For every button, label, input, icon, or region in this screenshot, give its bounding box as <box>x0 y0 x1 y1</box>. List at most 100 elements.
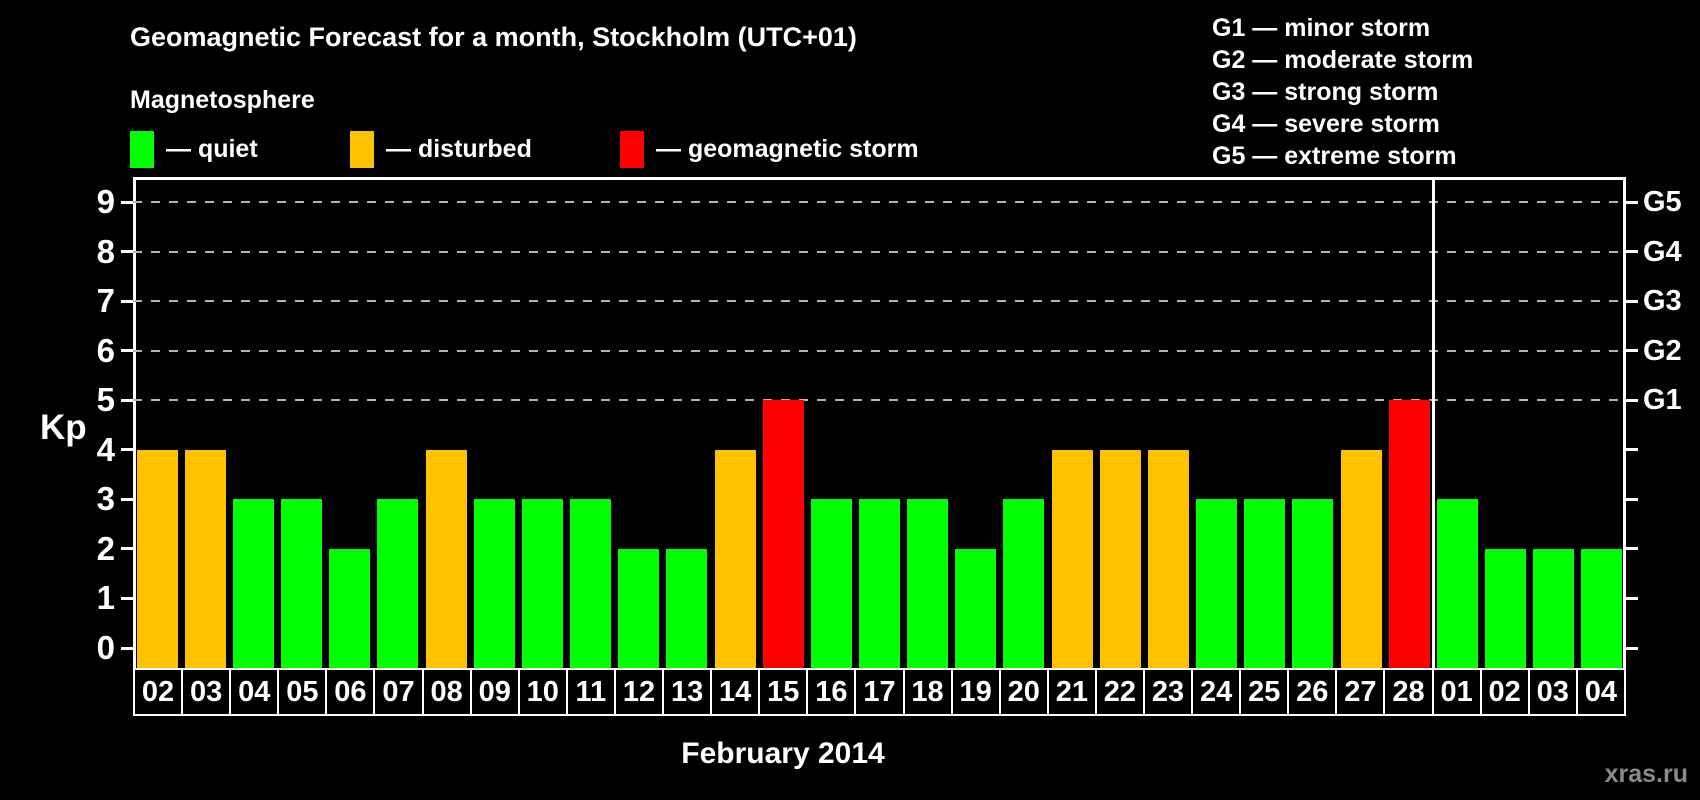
y-tick-right-3 <box>1626 497 1638 501</box>
gridline-kp8 <box>133 250 1626 253</box>
y-tick-right-8 <box>1626 250 1638 254</box>
plot-frame-right <box>1623 177 1626 668</box>
day-cell-18: 18 <box>902 668 953 716</box>
kp-bar-day-13 <box>666 548 708 668</box>
day-cell-13: 13 <box>662 668 713 716</box>
kp-bar-day-15 <box>762 400 804 668</box>
y-tick-right-4 <box>1626 448 1638 452</box>
kp-bar-day-28 <box>1388 400 1430 668</box>
watermark: xras.ru <box>1604 760 1688 788</box>
kp-bar-day-24 <box>1196 499 1238 668</box>
day-cell-10: 10 <box>517 668 568 716</box>
g-scale-label-G5: G5 <box>1643 186 1682 219</box>
gridline-kp5 <box>133 399 1626 402</box>
day-cell-20: 20 <box>998 668 1049 716</box>
storm-scale-line-1: G1 — minor storm <box>1212 14 1431 42</box>
kp-bar-day-18 <box>907 499 949 668</box>
day-cell-01: 01 <box>1431 668 1482 716</box>
storm-scale-line-5: G5 — extreme storm <box>1212 142 1457 170</box>
legend-label-storm: — geomagnetic storm <box>656 135 919 163</box>
day-cell-22: 22 <box>1094 668 1145 716</box>
kp-bar-day-03 <box>1533 548 1575 668</box>
g-scale-label-G4: G4 <box>1643 235 1682 268</box>
y-tick-right-7 <box>1626 299 1638 303</box>
month-boundary-line <box>1431 177 1435 668</box>
legend-item-disturbed: — disturbed <box>350 131 532 168</box>
y-tick-label-3: 3 <box>96 480 115 518</box>
disturbed-color-swatch <box>350 131 374 168</box>
day-cell-12: 12 <box>613 668 665 716</box>
y-tick-label-2: 2 <box>96 529 115 567</box>
kp-bar-day-08 <box>425 449 467 668</box>
kp-bar-day-20 <box>1003 499 1045 668</box>
day-cell-11: 11 <box>565 668 616 716</box>
day-cell-04: 04 <box>229 668 280 716</box>
y-axis-label: Kp <box>40 408 87 447</box>
y-tick-left-7 <box>121 299 133 303</box>
page-title: Geomagnetic Forecast for a month, Stockh… <box>130 22 857 52</box>
storm-scale-legend: G1 — minor storm G2 — moderate storm G3 — … <box>1212 12 1473 172</box>
y-tick-left-8 <box>121 250 133 254</box>
y-tick-label-9: 9 <box>96 183 115 221</box>
y-tick-left-3 <box>121 497 133 501</box>
kp-bar-day-11 <box>570 499 612 668</box>
day-cell-02: 02 <box>133 668 184 716</box>
kp-bar-day-14 <box>714 449 756 668</box>
kp-bar-day-01 <box>1436 499 1478 668</box>
y-tick-left-1 <box>121 596 133 600</box>
y-tick-right-5 <box>1626 398 1638 402</box>
y-tick-label-0: 0 <box>96 629 115 666</box>
y-tick-left-0 <box>121 646 133 650</box>
day-cell-23: 23 <box>1142 668 1194 716</box>
g-scale-label-G3: G3 <box>1643 285 1682 318</box>
y-tick-label-7: 7 <box>96 282 115 320</box>
kp-bar-day-21 <box>1051 449 1093 668</box>
y-tick-right-0 <box>1626 646 1638 650</box>
y-tick-label-1: 1 <box>96 579 115 617</box>
kp-bar-day-17 <box>859 499 900 668</box>
gridline-kp9 <box>133 201 1626 204</box>
day-cell-09: 09 <box>469 668 520 716</box>
day-cell-25: 25 <box>1239 668 1290 716</box>
day-cell-26: 26 <box>1287 668 1338 716</box>
kp-bar-day-16 <box>810 499 852 668</box>
day-cell-16: 16 <box>806 668 857 716</box>
storm-scale-line-2: G2 — moderate storm <box>1212 46 1474 74</box>
x-axis-day-labels: 02 03 04 05 06 07 08 09 10 11 12 13 14 15 16 17 18 19 20 21… <box>133 668 1626 716</box>
day-cell-17: 17 <box>854 668 905 716</box>
plot-frame-left <box>133 177 136 668</box>
day-cell-04: 04 <box>1575 668 1626 716</box>
y-tick-left-6 <box>121 349 133 353</box>
storm-color-swatch <box>620 131 644 168</box>
y-tick-right-9 <box>1626 200 1638 204</box>
day-cell-28: 28 <box>1383 668 1434 716</box>
x-axis-label: February 2014 <box>681 737 885 770</box>
kp-bar-day-22 <box>1099 449 1141 668</box>
magnetosphere-label: Magnetosphere <box>130 86 315 114</box>
day-cell-27: 27 <box>1335 668 1386 716</box>
kp-bar-day-05 <box>281 499 323 668</box>
kp-bar-day-04 <box>232 499 274 668</box>
day-cell-03: 03 <box>181 668 232 716</box>
day-cell-08: 08 <box>421 668 472 716</box>
day-cell-15: 15 <box>758 668 809 716</box>
kp-bar-day-02 <box>136 449 178 668</box>
y-tick-left-4 <box>121 448 133 452</box>
y-tick-label-4: 4 <box>96 430 115 468</box>
kp-bar-day-03 <box>184 449 226 668</box>
y-tick-left-5 <box>121 398 133 402</box>
legend-label-disturbed: — disturbed <box>386 135 532 163</box>
day-cell-05: 05 <box>277 668 328 716</box>
g-scale-label-G2: G2 <box>1643 334 1682 367</box>
storm-scale-line-4: G4 — severe storm <box>1212 110 1440 138</box>
day-cell-03: 03 <box>1527 668 1578 716</box>
quiet-color-swatch <box>130 131 154 168</box>
kp-bar-day-12 <box>618 548 660 668</box>
g-scale-label-G1: G1 <box>1643 384 1682 417</box>
kp-bar-day-19 <box>955 548 997 668</box>
day-cell-02: 02 <box>1479 668 1530 716</box>
day-cell-21: 21 <box>1046 668 1097 716</box>
plot-area <box>133 177 1626 668</box>
kp-bar-day-06 <box>329 548 371 668</box>
y-tick-right-6 <box>1626 349 1638 353</box>
